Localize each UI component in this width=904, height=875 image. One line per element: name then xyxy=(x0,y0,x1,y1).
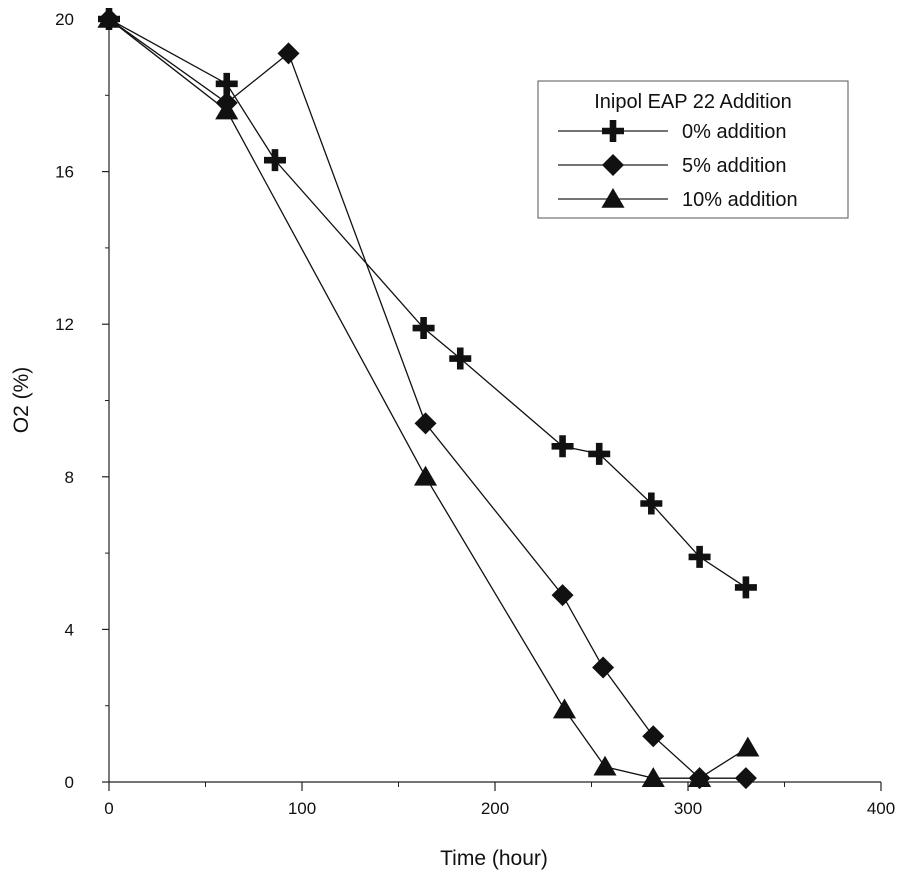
x-tick-label: 100 xyxy=(288,799,316,818)
data-point-plus xyxy=(215,72,238,95)
data-point-diamond xyxy=(642,725,665,748)
data-point-plus xyxy=(640,492,663,515)
data-point-diamond xyxy=(277,42,300,65)
x-axis-title: Time (hour) xyxy=(440,847,548,870)
data-point-plus xyxy=(449,347,472,370)
y-tick-label: 16 xyxy=(55,163,74,182)
data-point-triangle xyxy=(413,465,438,486)
data-point-plus xyxy=(734,576,757,599)
data-point-plus xyxy=(688,545,711,568)
series-triangle xyxy=(97,8,760,787)
data-point-triangle xyxy=(688,767,712,787)
legend-title: Inipol EAP 22 Addition xyxy=(594,91,792,113)
data-point-plus xyxy=(588,442,611,465)
legend-label: 10% addition xyxy=(682,189,798,211)
legend-label: 0% addition xyxy=(682,121,787,143)
data-point-triangle xyxy=(736,736,760,757)
data-point-triangle xyxy=(97,8,121,28)
data-point-plus xyxy=(551,435,574,458)
data-point-triangle xyxy=(593,755,617,776)
legend-marker-triangle xyxy=(601,188,625,208)
y-tick-label: 8 xyxy=(65,468,74,487)
y-tick-label: 20 xyxy=(55,10,74,29)
data-point-triangle xyxy=(552,698,577,719)
x-tick-label: 200 xyxy=(481,799,509,818)
x-tick-label: 400 xyxy=(867,799,895,818)
data-point-triangle xyxy=(215,99,239,120)
y-axis-title: O2 (%) xyxy=(10,367,33,434)
legend-label: 5% addition xyxy=(682,155,787,177)
x-tick-label: 0 xyxy=(104,799,113,818)
data-point-diamond xyxy=(414,412,437,435)
series-line xyxy=(108,18,749,779)
series-line xyxy=(108,18,747,588)
data-point-diamond xyxy=(592,656,615,679)
data-point-plus xyxy=(412,317,435,340)
data-point-triangle xyxy=(641,767,665,787)
series-plus xyxy=(98,8,757,599)
x-tick-label: 300 xyxy=(674,799,702,818)
data-point-plus xyxy=(263,149,286,172)
legend: Inipol EAP 22 Addition 0% addition 5% add… xyxy=(537,80,849,219)
series-diamond xyxy=(98,8,757,790)
legend-marker-plus xyxy=(602,120,624,142)
y-tick-label: 4 xyxy=(65,620,74,639)
series xyxy=(97,8,760,790)
data-point-diamond xyxy=(734,767,757,790)
legend-box xyxy=(537,80,849,219)
legend-marker-diamond xyxy=(602,154,624,176)
data-point-diamond xyxy=(551,584,574,607)
y-tick-label: 0 xyxy=(65,773,74,792)
y-tick-label: 12 xyxy=(55,315,74,334)
